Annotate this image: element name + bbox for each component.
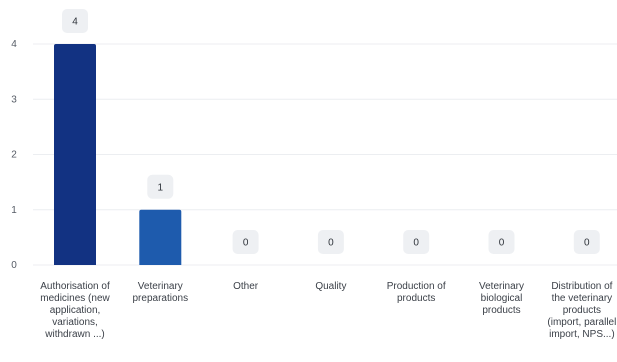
data-label: 0 [499,238,505,249]
x-tick-label: Veterinary biological products [478,281,525,316]
y-tick-label: 4 [11,39,17,50]
data-label-badge [403,230,430,254]
bar [139,209,182,265]
data-label: 0 [328,238,334,249]
x-tick-label: Veterinary preparations [132,281,189,304]
y-tick-label: 3 [11,94,17,105]
y-tick-label: 0 [11,260,17,271]
bar [54,44,96,265]
x-tick-label: Distribution of the veterinary products … [547,281,617,340]
data-label-badge [573,230,600,254]
data-label: 0 [584,238,590,249]
y-tick-label: 1 [11,205,17,216]
y-tick-label: 2 [11,150,17,161]
data-label: 0 [413,238,419,249]
x-tick-label: Authorisation of medicines (new applicat… [40,281,110,340]
data-label-badge [488,230,515,254]
x-tick-label: Production of products [386,281,446,304]
data-label: 1 [158,182,164,193]
data-label-badge [62,9,88,33]
x-tick-label: Quality [315,281,347,292]
data-label-badge [232,230,259,254]
data-label-badge [147,174,174,199]
x-tick-label: Other [233,281,259,292]
data-label: 4 [72,17,78,28]
data-label-badge [317,230,344,254]
data-label: 0 [243,238,249,249]
